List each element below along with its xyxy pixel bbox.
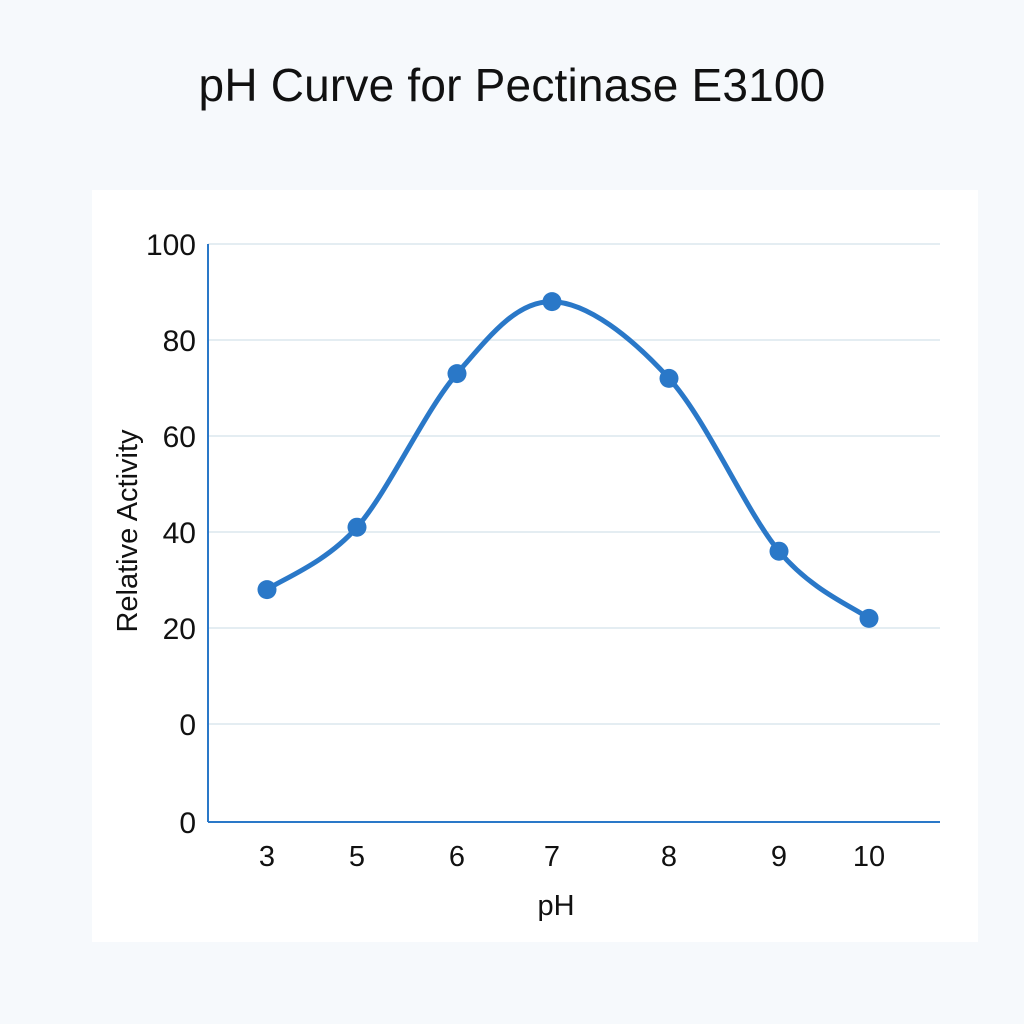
y-tick-label: 20 — [163, 613, 196, 646]
gridlines — [208, 243, 940, 725]
x-tick-label: 7 — [544, 841, 560, 873]
series-activity — [257, 292, 879, 628]
data-point — [542, 292, 562, 312]
x-tick-label: 6 — [449, 841, 465, 873]
x-tick-label: 10 — [853, 841, 885, 873]
x-tick-label: 8 — [661, 841, 677, 873]
data-point — [347, 517, 367, 537]
x-tick-labels: 3 5 6 7 8 9 10 — [259, 841, 885, 873]
y-tick-label: 0 — [179, 709, 196, 742]
data-point — [447, 364, 467, 384]
chart-panel — [92, 190, 978, 942]
x-tick-label: 9 — [771, 841, 787, 873]
y-tick-label: 80 — [163, 325, 196, 358]
data-point — [769, 541, 789, 561]
y-axis-label: Relative Activity — [112, 429, 144, 633]
y-tick-label: 0 — [179, 807, 196, 840]
axes — [207, 244, 940, 823]
y-tick-label: 100 — [146, 229, 196, 262]
x-tick-label: 3 — [259, 841, 275, 873]
data-point — [859, 608, 879, 628]
data-point — [659, 368, 679, 388]
x-tick-label: 5 — [349, 841, 365, 873]
data-point — [257, 580, 277, 600]
y-tick-label: 40 — [163, 517, 196, 550]
chart-title: pH Curve for Pectinase E3100 — [198, 59, 826, 111]
y-tick-labels: 100 80 60 40 20 0 0 — [146, 229, 196, 840]
y-tick-label: 60 — [163, 421, 196, 454]
x-axis-label: pH — [537, 890, 574, 922]
series-line — [264, 299, 872, 621]
